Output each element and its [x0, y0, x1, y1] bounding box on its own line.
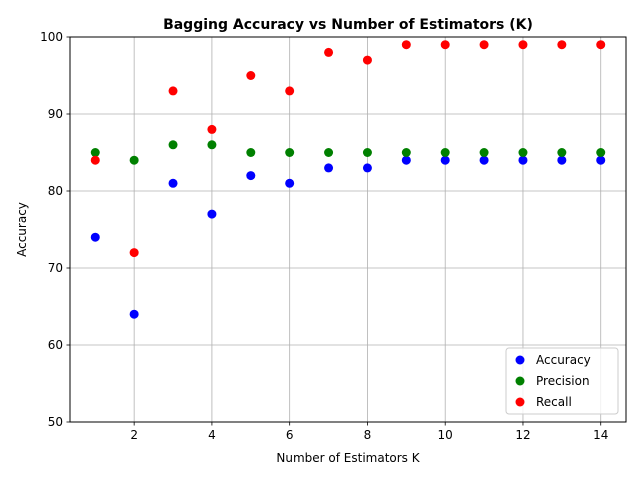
legend-marker-accuracy [515, 355, 525, 365]
recall-point [479, 40, 489, 50]
precision-point [246, 148, 256, 157]
recall-point [324, 47, 334, 57]
precision-point [324, 148, 334, 157]
legend-marker-recall [515, 397, 525, 407]
accuracy-point [440, 155, 450, 165]
precision-point [362, 148, 372, 157]
accuracy-point [129, 309, 139, 319]
accuracy-point [168, 178, 178, 188]
axis-ticks: 2 4 6 8 10 12 14 50 60 70 80 90 100 [40, 30, 608, 442]
recall-point [168, 86, 178, 96]
precision-point [168, 140, 178, 150]
precision-point [90, 148, 100, 157]
y-axis-label: Accuracy [15, 202, 29, 257]
precision-point [440, 148, 450, 157]
recall-point [596, 40, 606, 50]
legend-label-precision: Precision [536, 374, 590, 388]
precision-point [207, 140, 217, 150]
accuracy-point [596, 155, 606, 165]
accuracy-point [90, 232, 100, 242]
chart-title: Bagging Accuracy vs Number of Estimators… [163, 17, 533, 33]
accuracy-point [324, 163, 334, 173]
plot-area-frame [69, 36, 627, 423]
y-tick-label: 100 [40, 30, 63, 44]
x-tick-label: 12 [515, 428, 530, 442]
y-tick-label: 90 [48, 107, 63, 121]
y-tick-label: 60 [48, 338, 63, 352]
data-points [90, 40, 606, 319]
recall-point [285, 86, 295, 96]
precision-point [129, 155, 139, 165]
x-tick-label: 10 [438, 428, 453, 442]
recall-point [401, 40, 411, 50]
accuracy-point [207, 209, 217, 219]
recall-point [518, 40, 528, 50]
recall-point [246, 71, 256, 80]
recall-point [129, 248, 139, 258]
y-tick-label: 70 [48, 261, 63, 275]
accuracy-point [362, 163, 372, 173]
x-tick-label: 6 [286, 428, 294, 442]
y-tick-label: 80 [48, 184, 63, 198]
precision-point [401, 148, 411, 157]
legend-box [505, 347, 619, 415]
legend-marker-precision [515, 376, 525, 386]
accuracy-point [401, 155, 411, 165]
recall-point [557, 40, 567, 50]
accuracy-point [246, 171, 256, 181]
accuracy-point [285, 178, 295, 188]
recall-point [362, 55, 372, 65]
precision-point [518, 148, 528, 157]
x-tick-label: 8 [364, 428, 372, 442]
legend: Accuracy Precision Recall [505, 347, 619, 415]
accuracy-point [518, 155, 528, 165]
recall-point [207, 124, 217, 134]
recall-point [440, 40, 450, 50]
x-tick-label: 2 [130, 428, 138, 442]
precision-point [285, 148, 295, 157]
x-tick-label: 4 [208, 428, 216, 442]
accuracy-point [479, 155, 489, 165]
y-tick-label: 50 [48, 415, 63, 429]
precision-point [557, 148, 567, 157]
x-axis-label: Number of Estimators K [276, 451, 420, 465]
legend-label-accuracy: Accuracy [536, 353, 591, 367]
recall-point [90, 155, 100, 165]
legend-label-recall: Recall [536, 395, 572, 409]
precision-point [596, 148, 606, 157]
accuracy-point [557, 155, 567, 165]
x-tick-label: 14 [593, 428, 608, 442]
precision-point [479, 148, 489, 157]
